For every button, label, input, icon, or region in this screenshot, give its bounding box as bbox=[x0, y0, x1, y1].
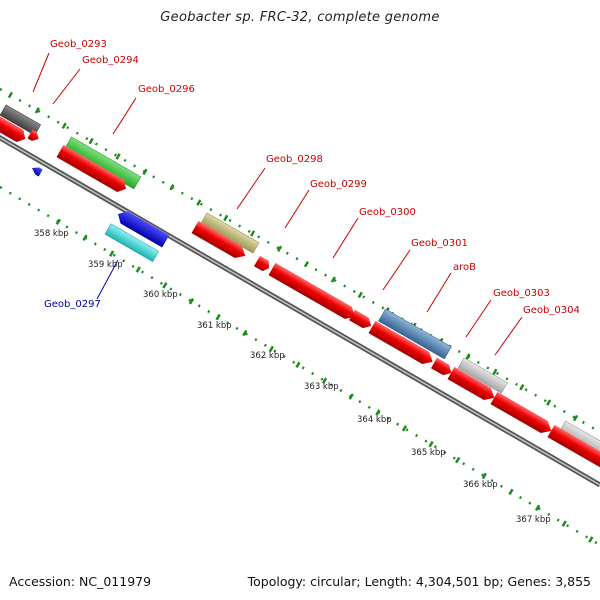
major-tick bbox=[330, 276, 336, 283]
kbp-label: 365 kbp bbox=[411, 448, 446, 458]
map-title: Geobacter sp. FRC-32, complete genome bbox=[160, 10, 440, 25]
major-tick bbox=[223, 214, 229, 222]
major-tick bbox=[295, 361, 301, 369]
cds-arrow[interactable] bbox=[368, 320, 437, 368]
kbp-label: 363 kbp bbox=[304, 382, 339, 392]
gene-geob-0297[interactable] bbox=[104, 223, 160, 262]
label-arob[interactable]: aroB bbox=[453, 262, 476, 273]
cds-arrow[interactable] bbox=[349, 309, 374, 331]
cds-arrow[interactable] bbox=[191, 220, 249, 262]
cds-arrow[interactable] bbox=[490, 391, 555, 437]
major-tick bbox=[115, 153, 121, 160]
cds-arrow[interactable] bbox=[0, 114, 29, 145]
major-tick bbox=[534, 504, 541, 511]
label-geob-0304[interactable]: Geob_0304 bbox=[523, 305, 580, 316]
major-tick bbox=[109, 250, 115, 257]
gene-geob-0293[interactable] bbox=[0, 104, 42, 136]
kbp-label: 360 kbp bbox=[143, 290, 178, 300]
major-ticks-inner bbox=[55, 218, 594, 543]
gene-geob-0303[interactable] bbox=[457, 357, 508, 394]
major-tick bbox=[455, 456, 461, 464]
label-geob-0296[interactable]: Geob_0296 bbox=[138, 84, 195, 95]
major-tick bbox=[303, 260, 310, 268]
label-geob-0294[interactable]: Geob_0294 bbox=[82, 55, 139, 66]
cds-arrow[interactable] bbox=[56, 144, 130, 195]
major-tick bbox=[135, 266, 141, 273]
label-geob-0298[interactable]: Geob_0298 bbox=[266, 154, 323, 165]
major-tick bbox=[268, 345, 274, 353]
major-tick bbox=[588, 536, 594, 543]
accession-text: Accession: NC_011979 bbox=[9, 574, 152, 589]
major-tick bbox=[321, 377, 328, 384]
kbp-label: 362 kbp bbox=[250, 351, 285, 361]
cds-arrow[interactable] bbox=[447, 366, 498, 404]
major-tick bbox=[215, 313, 221, 321]
cds-arrow[interactable] bbox=[431, 357, 454, 378]
major-tick bbox=[428, 441, 434, 448]
major-tick bbox=[546, 399, 552, 406]
major-tick bbox=[88, 137, 94, 145]
major-tick bbox=[573, 414, 579, 422]
topology-text: Topology: circular; Length: 4,304,501 bp… bbox=[247, 574, 591, 589]
major-tick bbox=[401, 425, 408, 432]
major-tick bbox=[375, 409, 381, 416]
kbp-label: 367 kbp bbox=[516, 515, 551, 525]
major-tick bbox=[34, 107, 40, 114]
major-tick bbox=[7, 91, 13, 99]
major-tick bbox=[162, 282, 168, 289]
major-tick bbox=[169, 184, 175, 191]
kbp-label: 364 kbp bbox=[357, 415, 392, 425]
label-geob-0303[interactable]: Geob_0303 bbox=[493, 288, 550, 299]
major-tick bbox=[196, 199, 202, 206]
major-tick bbox=[142, 168, 148, 176]
kbp-label: 359 kbp bbox=[88, 260, 123, 270]
kbp-label: 358 kbp bbox=[34, 229, 69, 239]
label-geob-0300[interactable]: Geob_0300 bbox=[359, 207, 416, 218]
kbp-labels: 358 kbp 359 kbp 360 kbp 361 kbp 362 kbp … bbox=[34, 229, 551, 525]
cds-arrow[interactable] bbox=[547, 424, 600, 471]
label-geob-0297[interactable]: Geob_0297 bbox=[44, 299, 101, 310]
major-tick bbox=[492, 368, 498, 376]
major-tick bbox=[561, 520, 567, 527]
major-tick bbox=[519, 384, 525, 391]
major-tick bbox=[465, 353, 471, 360]
major-tick bbox=[188, 298, 195, 305]
label-geob-0301[interactable]: Geob_0301 bbox=[411, 238, 468, 249]
major-tick bbox=[250, 230, 256, 237]
major-tick bbox=[276, 245, 283, 253]
major-tick bbox=[55, 218, 62, 226]
cds-arrows bbox=[0, 114, 600, 471]
gene-labels: Geob_0293 Geob_0294 Geob_0296 Geob_0297 … bbox=[44, 39, 580, 316]
major-tick bbox=[357, 291, 363, 299]
gene-geob-0297-strand[interactable] bbox=[115, 208, 170, 248]
backbone bbox=[0, 135, 600, 488]
major-tick bbox=[508, 488, 514, 496]
cds-arrow[interactable] bbox=[268, 262, 359, 323]
kbp-label: 361 kbp bbox=[197, 321, 232, 331]
reverse-strand-small[interactable] bbox=[30, 165, 43, 177]
major-tick bbox=[61, 122, 67, 129]
label-geob-0299[interactable]: Geob_0299 bbox=[310, 179, 367, 190]
label-geob-0293[interactable]: Geob_0293 bbox=[50, 39, 107, 50]
cds-arrow[interactable] bbox=[27, 129, 42, 144]
cds-arrow[interactable] bbox=[254, 255, 272, 273]
major-tick bbox=[481, 472, 487, 480]
major-tick bbox=[348, 393, 354, 400]
gene-arob[interactable] bbox=[378, 308, 452, 360]
kbp-label: 366 kbp bbox=[463, 480, 498, 490]
major-ticks-outer bbox=[7, 91, 579, 422]
major-tick bbox=[242, 329, 248, 337]
callout-lines bbox=[32, 52, 523, 356]
major-tick bbox=[82, 234, 88, 241]
